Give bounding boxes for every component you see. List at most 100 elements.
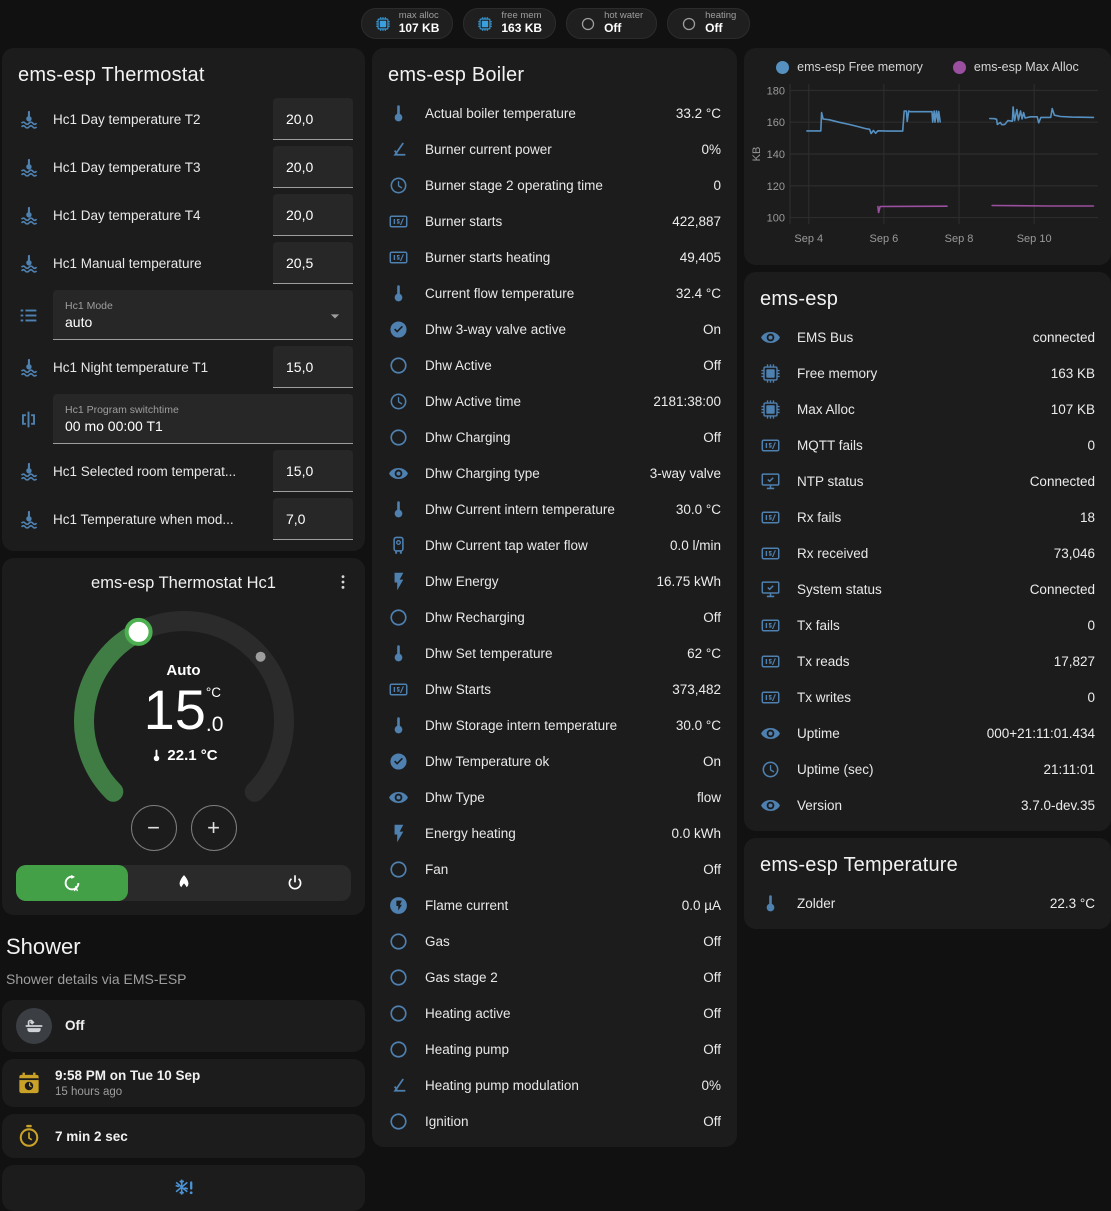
entity-row[interactable]: Heating active Off xyxy=(372,995,737,1031)
eye-icon xyxy=(388,463,409,484)
decrease-temp-button[interactable]: − xyxy=(130,805,177,851)
boiler-card: ems-esp Boiler Actual boiler temperature… xyxy=(372,48,737,1147)
legend-item[interactable]: ems-esp Free memory xyxy=(776,60,923,74)
legend-item[interactable]: ems-esp Max Alloc xyxy=(952,60,1079,74)
increase-temp-button[interactable]: + xyxy=(190,805,237,851)
entity-row[interactable]: Flame current 0.0 µA xyxy=(372,887,737,923)
entity-row[interactable]: Dhw Energy 16.75 kWh xyxy=(372,563,737,599)
kebab-menu-icon[interactable] xyxy=(333,572,353,597)
entity-row[interactable]: Dhw Active time 2181:38:00 xyxy=(372,383,737,419)
entity-row[interactable]: Dhw Current tap water flow 0.0 l/min xyxy=(372,527,737,563)
entity-row[interactable]: Free memory 163 KB xyxy=(744,355,1111,391)
legend-dot xyxy=(776,60,790,74)
entity-value: 3.7.0-dev.35 xyxy=(1020,797,1095,813)
entity-row[interactable]: Tx reads 17,827 xyxy=(744,643,1111,679)
thermostat-auto-icon xyxy=(62,873,82,893)
chip-text: heating Off xyxy=(705,10,736,36)
circle-outline-icon xyxy=(388,607,409,628)
entity-row[interactable]: Tx fails 0 xyxy=(744,607,1111,643)
entity-label: Burner stage 2 operating time xyxy=(425,177,603,193)
frost-alert-card[interactable] xyxy=(2,1165,365,1211)
number-input[interactable]: 20,0 xyxy=(273,194,353,236)
entity-row[interactable]: Dhw Charging type 3-way valve xyxy=(372,455,737,491)
entity-value: 2181:38:00 xyxy=(653,393,721,409)
entity-value: Off xyxy=(703,1041,721,1057)
entity-row[interactable]: Dhw Active Off xyxy=(372,347,737,383)
thermostat-hc1-title: ems-esp Thermostat Hc1 xyxy=(91,574,276,592)
number-input[interactable]: 20,5 xyxy=(273,242,353,284)
entity-label: Tx writes xyxy=(797,689,851,705)
setting-label: Hc1 Day temperature T3 xyxy=(53,159,201,175)
entity-label: EMS Bus xyxy=(797,329,854,345)
number-input[interactable]: 15,0 xyxy=(273,450,353,492)
number-input[interactable]: 15,0 xyxy=(273,346,353,388)
entity-row[interactable]: Ignition Off xyxy=(372,1103,737,1139)
status-chip-max-alloc[interactable]: max alloc 107 KB xyxy=(360,8,454,39)
entity-row[interactable]: Gas stage 2 Off xyxy=(372,959,737,995)
shower-item[interactable]: 9:58 PM on Tue 10 Sep 15 hours ago xyxy=(2,1059,365,1108)
entity-row[interactable]: Dhw Starts 373,482 xyxy=(372,671,737,707)
entity-row[interactable]: Uptime 000+21:11:01.434 xyxy=(744,715,1111,751)
entity-label: Zolder xyxy=(797,895,836,911)
entity-row[interactable]: Dhw Temperature ok On xyxy=(372,743,737,779)
entity-row[interactable]: Rx fails 18 xyxy=(744,499,1111,535)
circle-outline-icon xyxy=(388,355,409,376)
entity-value: 0% xyxy=(701,141,721,157)
entity-row[interactable]: Burner current power 0% xyxy=(372,131,737,167)
status-chip-free-mem[interactable]: free mem 163 KB xyxy=(463,8,557,39)
entity-row[interactable]: Dhw Set temperature 62 °C xyxy=(372,635,737,671)
entity-row[interactable]: Heating pump modulation 0% xyxy=(372,1067,737,1103)
shower-item[interactable]: 7 min 2 sec xyxy=(2,1114,365,1159)
entity-row[interactable]: Burner stage 2 operating time 0 xyxy=(372,167,737,203)
entity-row[interactable]: Rx received 73,046 xyxy=(744,535,1111,571)
entity-row[interactable]: Dhw Current intern temperature 30.0 °C xyxy=(372,491,737,527)
entity-row[interactable]: Dhw 3-way valve active On xyxy=(372,311,737,347)
entity-value: On xyxy=(702,753,721,769)
entity-row[interactable]: EMS Bus connected xyxy=(744,319,1111,355)
number-input[interactable]: 7,0 xyxy=(273,498,353,540)
entity-row[interactable]: Burner starts 422,887 xyxy=(372,203,737,239)
shower-item[interactable]: Off xyxy=(2,1000,365,1052)
timer-icon xyxy=(16,1123,42,1149)
entity-row[interactable]: Version 3.7.0-dev.35 xyxy=(744,787,1111,823)
eye-icon xyxy=(760,327,781,348)
entity-row[interactable]: Fan Off xyxy=(372,851,737,887)
entity-row[interactable]: Max Alloc 107 KB xyxy=(744,391,1111,427)
entity-row[interactable]: System status Connected xyxy=(744,571,1111,607)
text-input[interactable]: Hc1 Program switchtime 00 mo 00:00 T1 xyxy=(53,394,353,444)
counter-icon xyxy=(760,615,781,636)
entity-row[interactable]: Tx writes 0 xyxy=(744,679,1111,715)
entity-row[interactable]: Dhw Charging Off xyxy=(372,419,737,455)
entity-row[interactable]: Current flow temperature 32.4 °C xyxy=(372,275,737,311)
status-chip-heating[interactable]: heating Off xyxy=(667,8,751,39)
input-value: 7,0 xyxy=(286,510,306,527)
entity-row[interactable]: Zolder 22.3 °C xyxy=(744,885,1111,921)
entity-row[interactable]: Actual boiler temperature 33.2 °C xyxy=(372,95,737,131)
entity-row[interactable]: Gas Off xyxy=(372,923,737,959)
status-chip-hot-water[interactable]: hot water Off xyxy=(566,8,658,39)
entity-row[interactable]: Dhw Storage intern temperature 30.0 °C xyxy=(372,707,737,743)
off-mode-button[interactable] xyxy=(239,865,351,901)
svg-text:Sep 8: Sep 8 xyxy=(945,233,974,245)
entity-value: 73,046 xyxy=(1053,545,1095,561)
entity-row[interactable]: Uptime (sec) 21:11:01 xyxy=(744,751,1111,787)
shower-section-title: Shower xyxy=(6,934,81,959)
entity-row[interactable]: Dhw Type flow xyxy=(372,779,737,815)
entity-row[interactable]: Heating pump Off xyxy=(372,1031,737,1067)
entity-row[interactable]: Burner starts heating 49,405 xyxy=(372,239,737,275)
mode-select[interactable]: Hc1 Mode auto xyxy=(53,290,353,340)
heat-mode-button[interactable] xyxy=(128,865,240,901)
entity-row[interactable]: Energy heating 0.0 kWh xyxy=(372,815,737,851)
number-input[interactable]: 20,0 xyxy=(273,146,353,188)
counter-icon xyxy=(388,211,409,232)
entity-value: 18 xyxy=(1079,509,1095,525)
entity-value: 0 xyxy=(1087,689,1095,705)
auto-mode-button[interactable] xyxy=(16,865,128,901)
memory-history-chart-card: ems-esp Free memory ems-esp Max Alloc 100… xyxy=(744,48,1111,265)
entity-row[interactable]: MQTT fails 0 xyxy=(744,427,1111,463)
number-input[interactable]: 20,0 xyxy=(273,98,353,140)
input-value: 20,0 xyxy=(286,158,314,175)
entity-row[interactable]: Dhw Recharging Off xyxy=(372,599,737,635)
entity-row[interactable]: NTP status Connected xyxy=(744,463,1111,499)
thermostat-dial[interactable]: Auto 15 °C .0 22.1 °C − + xyxy=(64,601,304,851)
